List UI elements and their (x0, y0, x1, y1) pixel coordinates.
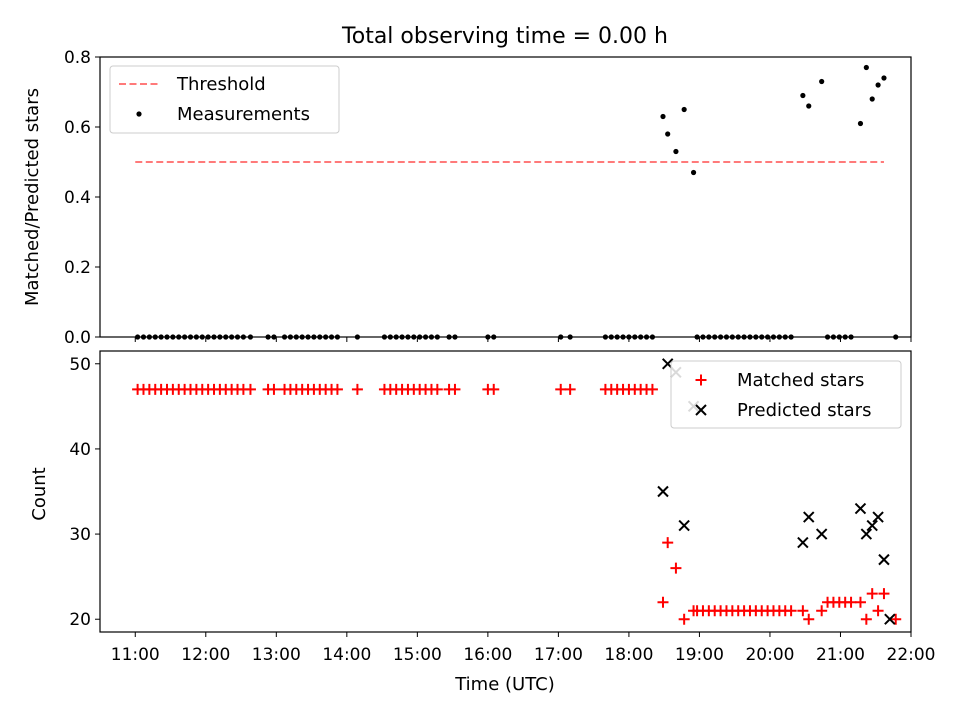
matched-stars-point (244, 383, 256, 395)
matched-stars-point (488, 383, 500, 395)
chart-title: Total observing time = 0.00 h (341, 24, 668, 49)
predicted-stars-point (854, 502, 867, 515)
legend-predicted-label: Predicted stars (737, 400, 871, 421)
matched-stars-point (803, 613, 815, 625)
legend-matched-swatch (695, 374, 707, 386)
legend-measurements-swatch (136, 111, 142, 117)
matched-stars-point (657, 596, 669, 608)
legend-measurements-label: Measurements (177, 104, 310, 125)
legend-box (109, 65, 340, 134)
x-tick-label: 12:00 (181, 645, 230, 665)
measurement-point (681, 106, 687, 113)
legend-box (670, 360, 902, 429)
y-tick-label: 40 (69, 440, 91, 460)
matched-stars-point (860, 613, 872, 625)
matched-stars-point (449, 383, 461, 395)
x-tick-label: 20:00 (745, 645, 794, 665)
predicted-stars-point (860, 528, 873, 540)
measurement-point (673, 148, 679, 155)
measurement-point (875, 82, 881, 88)
measurement-point (881, 75, 887, 81)
predicted-stars-point (815, 528, 828, 540)
matched-stars-point (785, 605, 797, 617)
x-tick-label: 13:00 (252, 645, 301, 665)
matched-stars-point (890, 613, 902, 625)
legend-predicted-swatch (695, 404, 707, 416)
predicted-stars-point (657, 485, 669, 498)
matched-stars-point (431, 383, 443, 395)
matched-stars-point (564, 383, 576, 395)
legend-matched-label: Matched stars (737, 370, 864, 391)
x-tick-label: 21:00 (816, 645, 865, 665)
matched-stars-point (678, 613, 690, 625)
x-tick-label: 19:00 (675, 645, 724, 665)
predicted-stars-point (797, 536, 809, 549)
measurement-point (863, 64, 869, 71)
matched-stars-point (866, 588, 878, 600)
axes-frame (99, 56, 912, 338)
y-tick-label: 0.6 (64, 118, 91, 138)
predicted-stars-point (803, 511, 815, 523)
x-tick-label: 11:00 (111, 645, 160, 665)
matched-stars-point (555, 383, 567, 395)
x-tick-label: 17:00 (534, 645, 583, 665)
y-tick-label: 0.4 (64, 188, 91, 208)
matched-stars-point (331, 383, 343, 395)
measurement-point (800, 92, 806, 99)
matched-stars-point (646, 383, 658, 395)
bottom-y-axis-label: Count (29, 467, 50, 520)
measurement-point (665, 131, 671, 137)
predicted-stars-point (866, 519, 878, 532)
matched-stars-point (662, 537, 674, 549)
y-tick-label: 20 (69, 610, 91, 630)
matched-stars-point (268, 383, 280, 395)
axes-frame (99, 350, 912, 633)
y-tick-label: 30 (69, 525, 91, 545)
matched-stars-point (797, 605, 809, 617)
matched-stars-point (845, 596, 857, 608)
predicted-stars-point (872, 511, 884, 523)
matched-stars-point (816, 605, 828, 617)
y-tick-label: 0.2 (64, 258, 91, 278)
y-tick-label: 0.8 (64, 48, 91, 68)
predicted-stars-point (878, 553, 890, 566)
x-tick-label: 22:00 (887, 645, 936, 665)
y-tick-label: 50 (69, 355, 91, 375)
bottom-axes: 20 30 40 50 11:00 12:00 13:00 14:00 15:00 16:00 17… (69, 350, 936, 665)
predicted-stars-point (884, 613, 896, 625)
measurement-point (806, 103, 812, 109)
legend-threshold-label: Threshold (176, 74, 266, 95)
matched-stars-point (854, 596, 866, 608)
x-tick-label: 15:00 (393, 645, 442, 665)
measurement-point (690, 169, 697, 176)
top-axes: 0.0 0.2 0.4 0.6 0.8 Threshold Measurements (64, 48, 912, 348)
measurement-point (857, 120, 864, 127)
measurement-point (869, 96, 875, 102)
y-tick-label: 0.0 (64, 328, 91, 348)
x-tick-label: 18:00 (604, 645, 653, 665)
matched-stars-point (878, 588, 890, 600)
top-y-axis-label: Matched/Predicted stars (22, 88, 43, 306)
measurement-point (660, 113, 666, 120)
predicted-stars-point (678, 519, 690, 532)
matched-stars-point (872, 605, 884, 617)
x-tick-label: 16:00 (463, 645, 512, 665)
measurement-point (819, 78, 825, 85)
matched-stars-point (351, 383, 363, 395)
x-tick-label: 14:00 (322, 645, 371, 665)
x-axis-label: Time (UTC) (454, 674, 555, 695)
matched-stars-point (670, 562, 682, 574)
